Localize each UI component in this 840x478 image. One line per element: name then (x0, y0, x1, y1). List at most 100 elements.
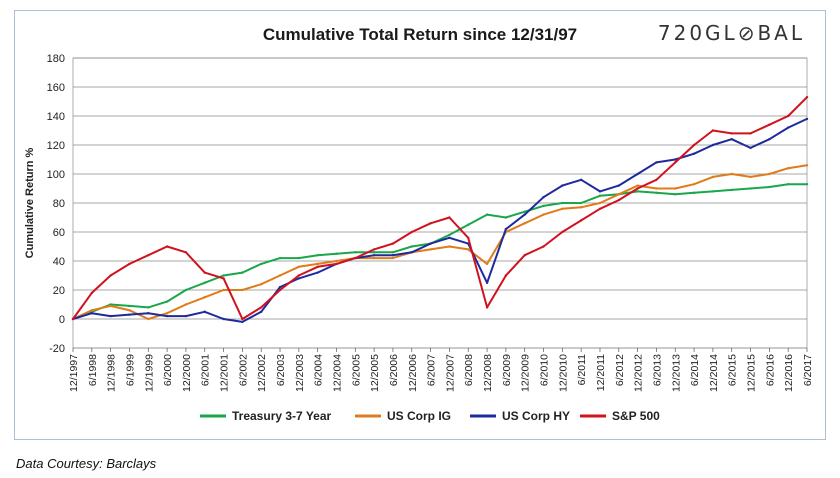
data-point (165, 314, 169, 318)
data-point (805, 164, 809, 167)
data-point (410, 245, 413, 248)
y-axis-label: Cumulative Return % (24, 147, 36, 258)
data-point (786, 167, 790, 170)
data-point (354, 256, 357, 260)
legend-label: Treasury 3-7 Year (232, 409, 332, 423)
data-point (485, 306, 489, 309)
data-point (711, 143, 715, 147)
data-point (467, 223, 470, 226)
y-tick-label: 180 (47, 53, 65, 65)
data-point (730, 132, 733, 135)
data-point (165, 312, 169, 315)
data-point (90, 309, 94, 312)
data-point (786, 182, 790, 186)
data-point (448, 236, 451, 239)
data-point (768, 172, 771, 176)
x-tick-label: 12/2012 (633, 354, 645, 392)
data-point (335, 262, 338, 266)
data-point (598, 207, 602, 210)
data-point (485, 213, 489, 216)
data-point (523, 254, 526, 257)
legend-label: S&P 500 (612, 409, 660, 423)
data-point (278, 274, 282, 277)
data-point (128, 313, 131, 316)
data-point (278, 256, 282, 260)
data-point (711, 190, 715, 193)
x-tick-label: 12/2015 (746, 354, 758, 392)
data-point (692, 191, 696, 195)
data-point (203, 296, 206, 299)
data-point (598, 190, 602, 193)
x-tick-label: 12/2016 (783, 354, 795, 392)
data-point (128, 304, 131, 308)
data-point (316, 265, 319, 268)
x-tick-label: 6/2000 (162, 354, 174, 386)
data-point (316, 262, 319, 266)
x-tick-label: 12/2009 (520, 354, 532, 392)
data-point (354, 251, 357, 254)
source-note: Data Courtesy: Barclays (16, 456, 157, 471)
data-point (579, 201, 583, 205)
data-point (109, 274, 112, 277)
x-tick-label: 12/2011 (595, 354, 607, 391)
data-point (410, 251, 413, 254)
data-point (203, 281, 206, 284)
y-tick-label: 120 (47, 140, 65, 152)
data-point (674, 193, 677, 196)
x-tick-label: 12/2003 (294, 354, 306, 392)
data-point (71, 317, 75, 321)
data-point (429, 242, 432, 245)
x-tick-label: 6/2017 (802, 354, 814, 386)
data-point (297, 256, 301, 260)
data-point (147, 306, 150, 309)
x-tick-label: 6/2014 (689, 354, 701, 386)
data-point (617, 198, 620, 202)
data-point (579, 219, 583, 222)
data-point (561, 207, 564, 210)
data-point (467, 248, 470, 251)
data-point (485, 281, 489, 284)
data-point (222, 274, 225, 277)
data-point (617, 184, 620, 187)
x-tick-label: 12/2002 (256, 354, 268, 392)
data-point (391, 242, 395, 245)
data-point (655, 191, 658, 195)
x-tick-label: 12/2014 (708, 354, 720, 392)
y-tick-label: 140 (47, 111, 65, 123)
data-point (260, 306, 263, 309)
data-point (730, 172, 733, 176)
x-tick-label: 6/2012 (614, 354, 626, 386)
data-point (448, 245, 451, 248)
data-point (561, 230, 564, 234)
x-tick-label: 6/2004 (313, 354, 325, 386)
data-point (410, 230, 413, 234)
data-point (749, 187, 752, 190)
x-tick-label: 6/2013 (651, 354, 663, 386)
y-tick-label: -20 (49, 343, 65, 355)
series-line-4 (72, 96, 808, 320)
data-point (542, 204, 545, 208)
data-point (711, 129, 715, 132)
line-chart: -20 0 20 40 60 80 100 120 140 160 180 12/1997 6/1998… (24, 53, 814, 423)
data-point (523, 222, 526, 225)
y-tick-label: 0 (59, 314, 65, 326)
series-line-3 (72, 117, 808, 323)
data-point (636, 184, 639, 187)
data-point (241, 271, 244, 274)
data-point (749, 175, 752, 179)
data-point (598, 194, 602, 197)
x-tick-label: 6/2005 (350, 354, 362, 386)
data-point (485, 262, 489, 266)
data-point (655, 178, 658, 181)
data-point (523, 210, 526, 213)
data-point (109, 314, 112, 318)
data-point (128, 309, 131, 312)
data-point (297, 274, 301, 277)
brand-logo: 720GL⊘BAL (657, 21, 805, 45)
x-tick-label: 12/2006 (407, 354, 419, 392)
x-tick-label: 6/2010 (539, 354, 551, 386)
data-point (504, 216, 508, 219)
data-point (90, 291, 94, 295)
data-point (636, 190, 639, 193)
data-point (542, 245, 545, 248)
